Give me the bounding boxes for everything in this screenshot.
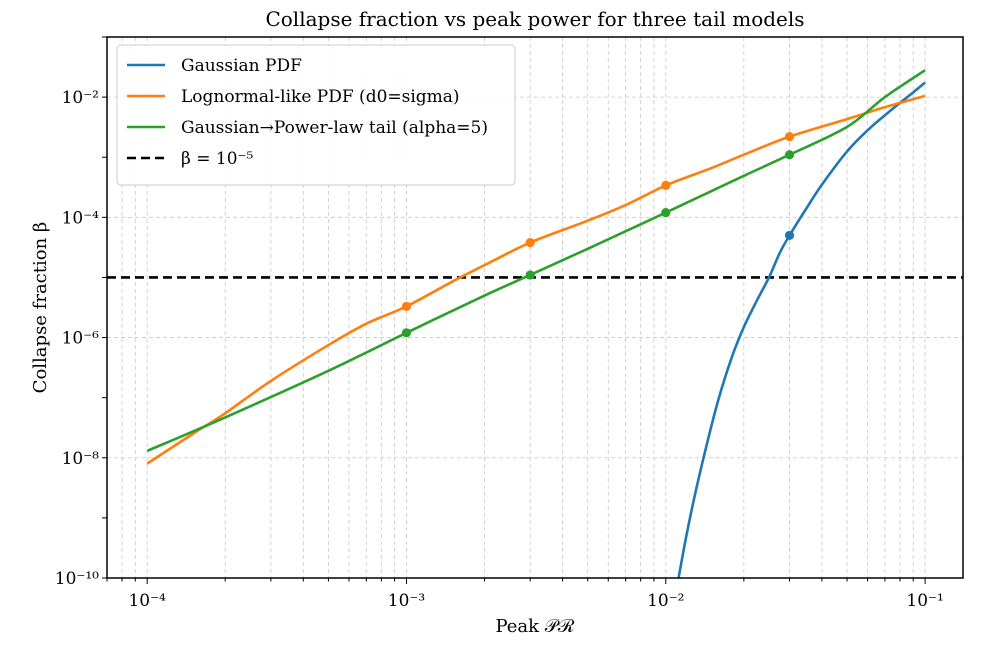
y-tick-label: 10⁻⁴ bbox=[62, 208, 100, 228]
y-tick-label: 10⁻⁶ bbox=[62, 329, 100, 349]
series-marker-1 bbox=[784, 132, 795, 142]
x-axis-label: Peak 𝒫ℛ bbox=[495, 616, 574, 637]
x-tick-label: 10⁻¹ bbox=[906, 591, 943, 611]
x-tick-label: 10⁻⁴ bbox=[128, 591, 166, 611]
x-tick-label: 10⁻³ bbox=[388, 591, 425, 611]
series-marker-2 bbox=[525, 270, 535, 280]
y-tick-label: 10⁻⁸ bbox=[62, 449, 100, 469]
legend: Gaussian PDF Lognormal-like PDF (d0=sigma… bbox=[116, 44, 516, 186]
y-tick-label: 10⁻¹⁰ bbox=[55, 569, 99, 589]
tick-layer: 10⁻⁴ 10⁻³ 10⁻² 10⁻¹ 10⁻¹⁰ 10⁻⁸ 10⁻⁶ 10⁻⁴ 10⁻² bbox=[55, 36, 944, 611]
legend-label: β = 10⁻⁵ bbox=[181, 149, 253, 169]
chart-title: Collapse fraction vs peak power for thre… bbox=[265, 7, 804, 31]
legend-box bbox=[116, 44, 516, 186]
series-marker-1 bbox=[525, 237, 535, 248]
x-tick-label: 10⁻² bbox=[647, 591, 684, 611]
series-line-0 bbox=[677, 81, 926, 578]
grid-layer bbox=[106, 37, 963, 579]
series-marker-2 bbox=[401, 328, 412, 338]
y-axis-label: Collapse fraction β bbox=[30, 222, 51, 394]
series-marker-1 bbox=[401, 301, 412, 311]
y-tick-label: 10⁻² bbox=[62, 88, 99, 108]
legend-label: Lognormal-like PDF (d0=sigma) bbox=[181, 87, 460, 107]
legend-entries: Gaussian PDF Lognormal-like PDF (d0=sigma… bbox=[127, 56, 488, 169]
plot-layer bbox=[107, 69, 963, 578]
legend-label: Gaussian PDF bbox=[181, 56, 302, 76]
legend-label: Gaussian→Power-law tail (alpha=5) bbox=[181, 118, 488, 138]
series-marker-2 bbox=[784, 150, 795, 160]
plot-frame bbox=[106, 36, 964, 579]
series-marker-1 bbox=[661, 180, 671, 190]
series-line-2 bbox=[146, 69, 926, 453]
series-marker-2 bbox=[661, 207, 671, 218]
series-marker-0 bbox=[784, 230, 795, 241]
